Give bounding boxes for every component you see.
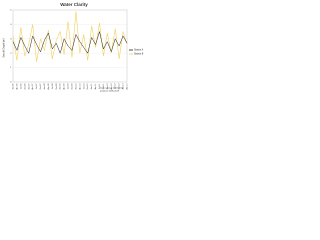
x-tick-label: Jan-09: [60, 83, 62, 90]
x-tick-label: Oct-09: [70, 83, 73, 90]
x-tick-label: Jul-10: [83, 83, 85, 89]
x-tick-label: Apr-10: [78, 83, 81, 90]
x-tick-label: Jan-08: [44, 83, 46, 90]
y-tick-label: 0: [10, 82, 12, 84]
x-tick-label: Oct-10: [86, 83, 89, 90]
y-tick-label: 1: [10, 67, 12, 69]
y-tick-label: 3: [10, 38, 12, 40]
x-tick-label: Jan-10: [75, 83, 77, 90]
x-tick-label: Jul-11: [99, 83, 101, 89]
x-tick-label: Oct-11: [102, 83, 105, 90]
x-tick-label: Jul-07: [36, 83, 38, 89]
y-tick-label: 5: [10, 10, 12, 12]
annotation: Data source: monitoring: [100, 87, 124, 90]
legend-label: Station A: [134, 49, 144, 52]
x-tick-label: Oct-12: [118, 83, 121, 90]
line-series: [12, 11, 128, 62]
x-tick-label: Apr-06: [15, 83, 18, 90]
x-tick-label: Jan-07: [28, 83, 30, 90]
x-tick-label: Jan-13: [123, 83, 125, 90]
x-tick-label: Apr-08: [47, 83, 50, 90]
legend-label: Station B: [134, 53, 144, 56]
x-tick-label: Jan-12: [107, 83, 109, 90]
x-tick-label: Jan-06: [13, 83, 15, 90]
y-tick-label: 2: [10, 53, 12, 55]
x-tick-label: Apr-09: [63, 83, 66, 90]
chart: Water Clarity Secchi Depth (m) 0 1 2 3 4 5 Jan…: [3, 2, 144, 93]
line-series: [12, 30, 128, 54]
x-tick-label: Oct-07: [39, 83, 42, 90]
y-tick-label: 4: [10, 24, 12, 26]
x-tick-label: Jul-06: [20, 83, 22, 89]
x-tick-label: Jul-09: [68, 83, 70, 89]
x-tick-label: Apr-13: [126, 83, 129, 90]
x-tick-label: Apr-11: [94, 83, 97, 90]
y-axis-label: Secchi Depth (m): [3, 38, 6, 57]
annotation: program 2006-2013: [100, 90, 120, 93]
x-tick-label: Jul-08: [52, 83, 54, 89]
x-tick-label: Apr-07: [31, 83, 34, 90]
chart-title: Water Clarity: [60, 2, 88, 7]
x-tick-label: Jan-11: [91, 83, 93, 90]
x-tick-label: Jul-12: [115, 83, 117, 89]
x-tick-label: Oct-06: [23, 83, 26, 90]
x-tick-label: Oct-08: [55, 83, 58, 90]
x-tick-label: Apr-12: [110, 83, 113, 90]
